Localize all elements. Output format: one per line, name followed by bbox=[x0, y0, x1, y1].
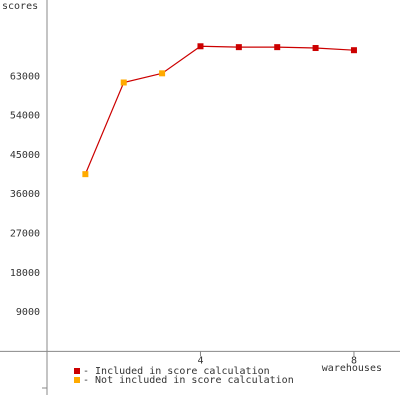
data-point bbox=[312, 45, 319, 52]
x-tick-label: 4 bbox=[197, 355, 203, 366]
legend-swatch bbox=[74, 368, 80, 374]
y-tick-label: 54000 bbox=[10, 111, 40, 122]
y-axis-label: scores bbox=[2, 1, 38, 12]
data-point bbox=[350, 47, 357, 54]
y-tick-label: 9000 bbox=[16, 307, 40, 318]
y-tick-label: 27000 bbox=[10, 229, 40, 240]
score-line bbox=[84, 45, 354, 175]
y-tick-label: 36000 bbox=[10, 189, 40, 200]
data-point bbox=[235, 44, 242, 51]
y-tick-label: 45000 bbox=[10, 150, 40, 161]
legend-label: - Included in score calculation bbox=[83, 366, 270, 377]
data-point bbox=[82, 171, 89, 178]
y-tick-label: 18000 bbox=[10, 268, 40, 279]
y-tick-label: 63000 bbox=[10, 71, 40, 82]
data-point bbox=[197, 43, 204, 50]
data-point bbox=[120, 79, 127, 86]
legend-label: - Not included in score calculation bbox=[83, 375, 294, 386]
x-axis-label: warehouses bbox=[322, 363, 382, 374]
legend-swatch bbox=[74, 377, 80, 383]
data-point bbox=[274, 44, 281, 51]
x-tick-label: 8 bbox=[351, 355, 357, 366]
data-point bbox=[159, 70, 166, 77]
